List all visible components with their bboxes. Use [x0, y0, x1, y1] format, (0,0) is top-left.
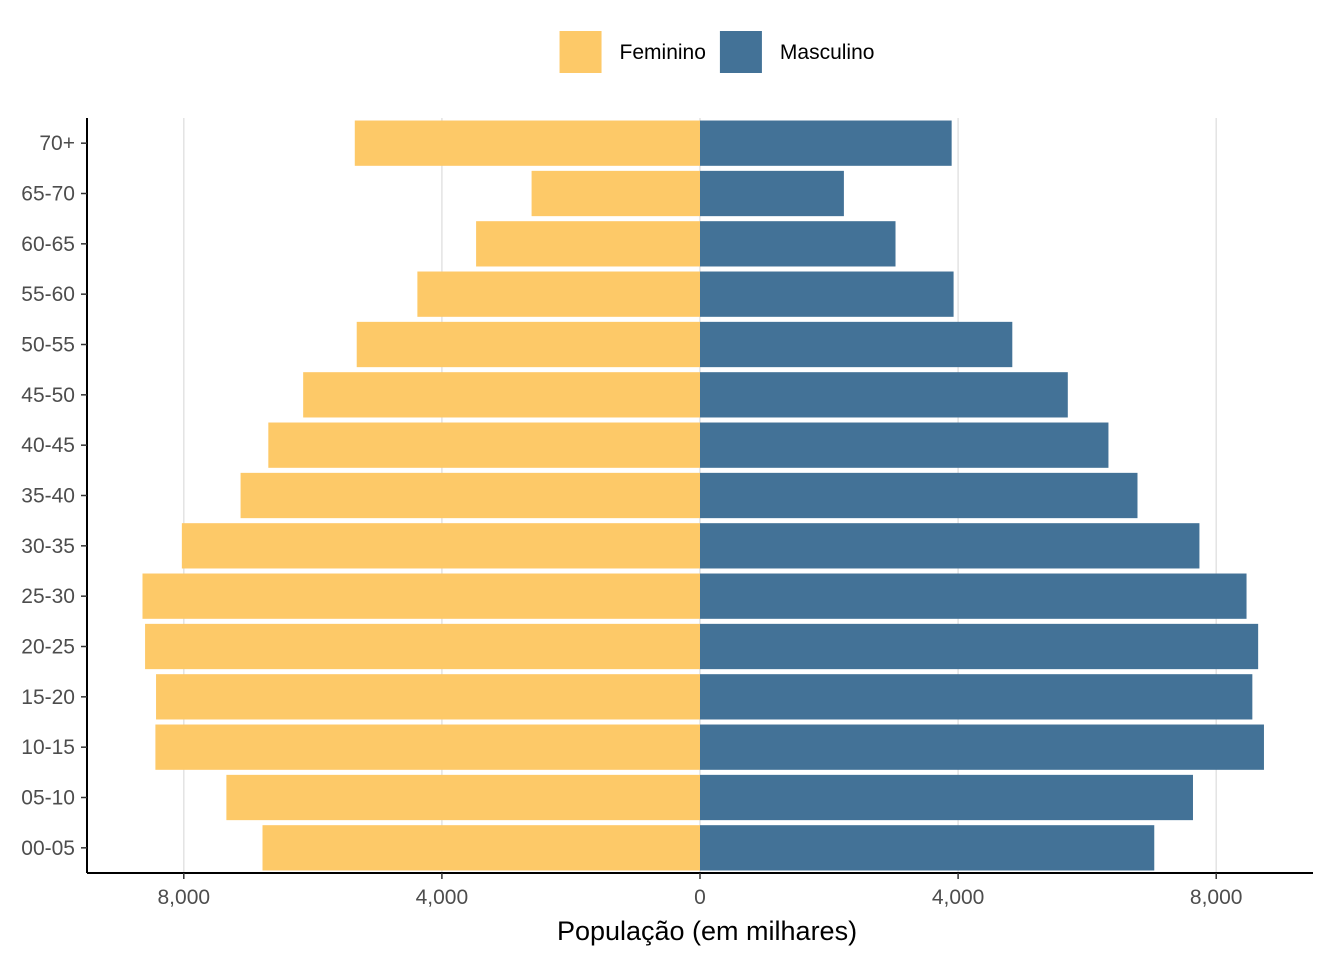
bar-feminino-40-45	[268, 422, 700, 468]
bar-feminino-30-35	[181, 523, 700, 569]
legend-key-feminino	[559, 31, 602, 73]
bar-masculino-30-35	[700, 523, 1200, 569]
x-tick-label-1: 4,000	[416, 886, 469, 909]
bar-feminino-45-50	[303, 372, 700, 418]
bars	[142, 120, 1264, 871]
bar-feminino-10-15	[155, 724, 700, 770]
legend-key-masculino	[719, 31, 762, 73]
y-tick-label-20-25: 20-25	[21, 636, 75, 659]
axes: 00-05 05-10 10-15 15-20 20-25 25-30 30-35 35-40…	[21, 118, 1313, 909]
y-tick-label-35-40: 35-40	[21, 485, 75, 508]
bar-masculino-65-70	[700, 170, 844, 217]
y-tick-label-40-45: 40-45	[21, 434, 75, 457]
y-tick-label-50-55: 50-55	[21, 334, 75, 357]
x-tick-label-4: 8,000	[1190, 886, 1243, 909]
y-tick-label-05-10: 05-10	[21, 787, 75, 810]
legend-label-feminino: Feminino	[620, 41, 706, 64]
bar-feminino-25-30	[142, 573, 701, 619]
x-axis-title: População (em milhares)	[557, 916, 857, 946]
y-tick-label-10-15: 10-15	[21, 736, 75, 759]
bar-masculino-00-05	[700, 825, 1155, 871]
x-tick-label-2: 0	[694, 886, 706, 909]
y-tick-label-30-35: 30-35	[21, 535, 75, 558]
x-tick-label-0: 8,000	[158, 886, 211, 909]
bar-feminino-05-10	[226, 774, 701, 821]
bar-masculino-50-55	[700, 321, 1013, 368]
bar-masculino-10-15	[700, 724, 1264, 770]
bar-masculino-45-50	[700, 372, 1068, 418]
bar-masculino-20-25	[700, 623, 1259, 670]
y-tick-label-60-65: 60-65	[21, 233, 75, 256]
bar-masculino-05-10	[700, 774, 1193, 821]
legend: Feminino Masculino	[559, 31, 875, 73]
y-tick-label-55-60: 55-60	[21, 283, 75, 306]
bar-feminino-65-70	[531, 170, 700, 217]
bar-feminino-00-05	[262, 825, 700, 871]
bar-feminino-35-40	[240, 472, 700, 519]
legend-label-masculino: Masculino	[780, 41, 875, 64]
bar-feminino-70+	[354, 120, 700, 166]
bar-masculino-15-20	[700, 674, 1253, 720]
bar-masculino-60-65	[700, 221, 896, 267]
y-tick-label-70+: 70+	[39, 132, 75, 155]
bar-masculino-25-30	[700, 573, 1247, 619]
bar-feminino-20-25	[145, 623, 701, 670]
y-tick-label-45-50: 45-50	[21, 384, 75, 407]
bar-masculino-35-40	[700, 472, 1138, 519]
bar-masculino-40-45	[700, 422, 1109, 468]
bar-feminino-55-60	[417, 271, 700, 317]
y-tick-label-65-70: 65-70	[21, 183, 75, 206]
bar-feminino-15-20	[156, 674, 700, 720]
bar-masculino-70+	[700, 120, 952, 166]
y-tick-label-00-05: 00-05	[21, 837, 75, 860]
bar-masculino-55-60	[700, 271, 954, 317]
y-tick-label-25-30: 25-30	[21, 585, 75, 608]
bar-feminino-60-65	[476, 221, 700, 267]
bar-feminino-50-55	[356, 321, 700, 368]
x-tick-label-3: 4,000	[932, 886, 985, 909]
y-tick-label-15-20: 15-20	[21, 686, 75, 709]
